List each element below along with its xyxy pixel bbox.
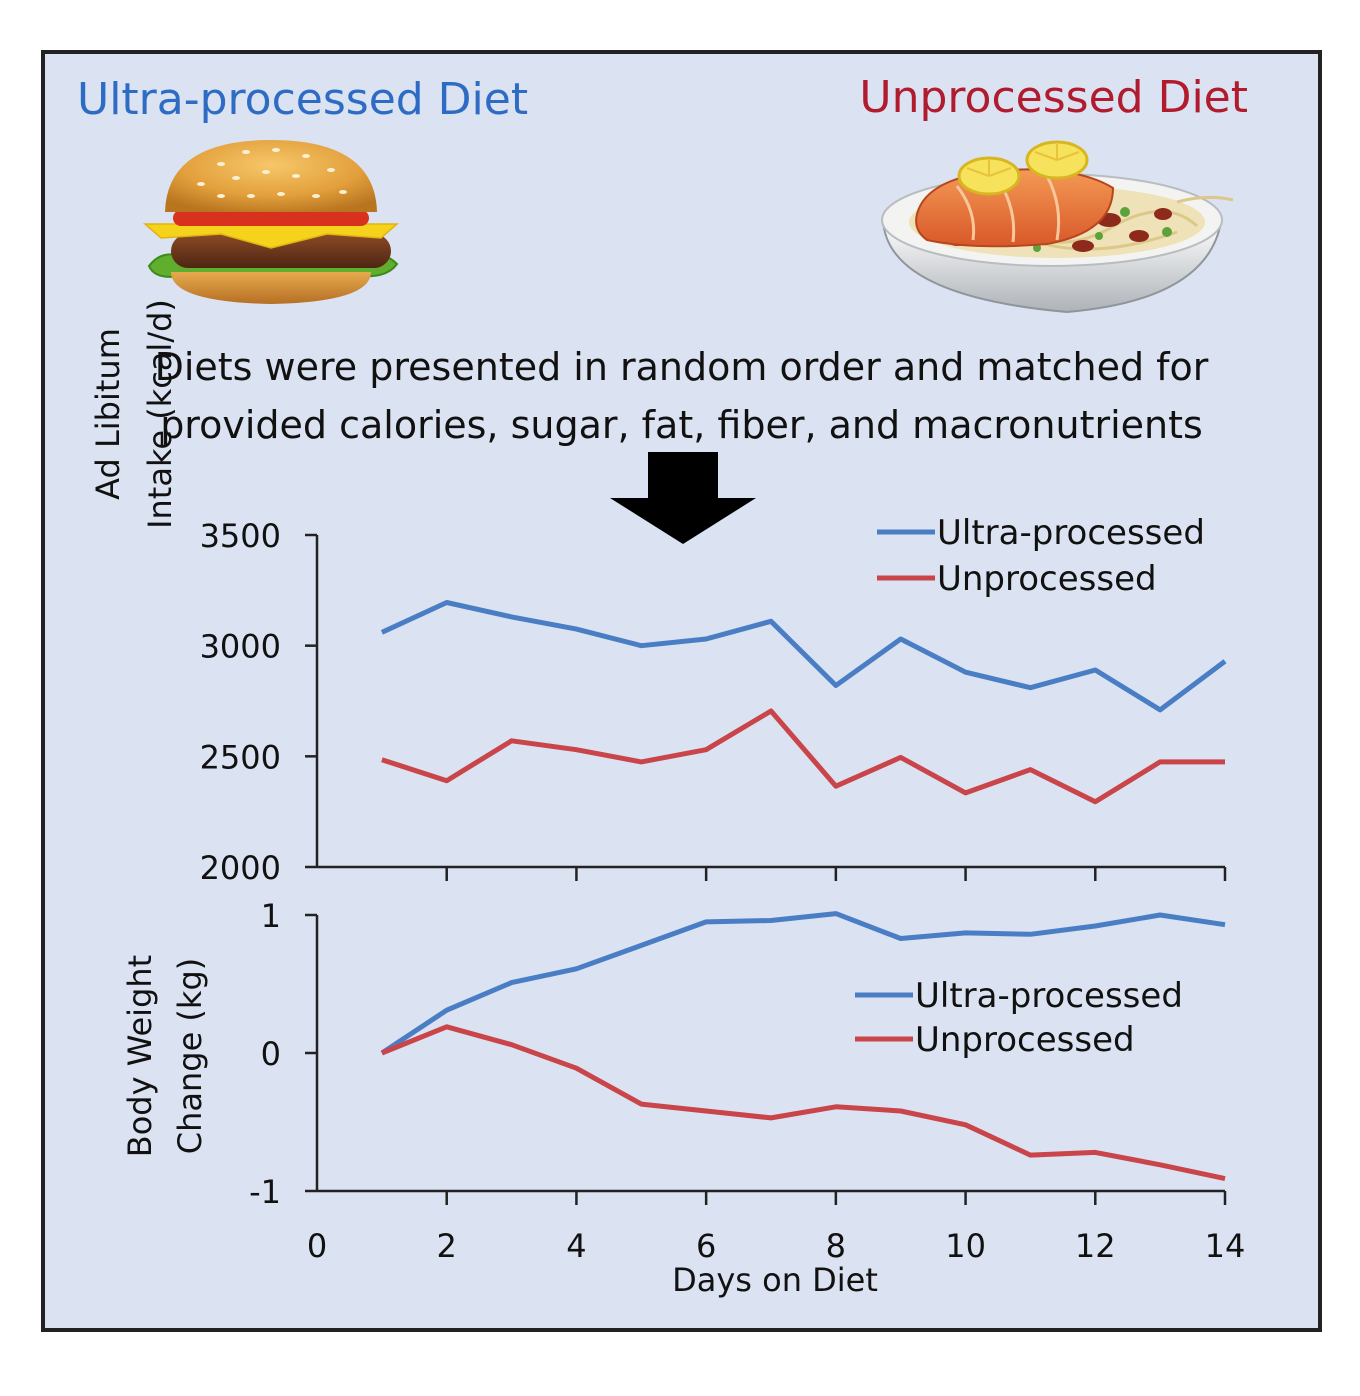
weight-y-tick-label: 0	[261, 1035, 281, 1073]
x-tick-label: 12	[1075, 1227, 1116, 1265]
weight-x-ticks: 0 2 4 6 8 10 12 14	[307, 1191, 1246, 1265]
x-tick-label: 14	[1205, 1227, 1246, 1265]
unprocessed-diet-title: Unprocessed Diet	[859, 72, 1248, 123]
intake-series-line-ultra-processed	[380, 600, 1227, 713]
weight-y-tick-label: -1	[249, 1173, 281, 1211]
legend-label: Ultra-processed	[915, 976, 1183, 1016]
weight-y-ticks: -1 0 1	[249, 897, 317, 1211]
weight-y-tick-label: 1	[261, 897, 281, 935]
study-caption: Diets were presented in random order and…	[45, 338, 1318, 454]
weight-y-axis-label-line-2: Change (kg)	[171, 958, 209, 1155]
intake-y-ticks: 2000 2500 3000 3500	[200, 517, 317, 887]
legend-label: Unprocessed	[915, 1020, 1135, 1060]
caption-line-1: Diets were presented in random order and…	[154, 345, 1209, 389]
x-tick-label: 6	[696, 1227, 716, 1265]
x-tick-label: 0	[307, 1227, 327, 1265]
intake-series-line-unprocessed	[381, 708, 1225, 805]
legend-label: Unprocessed	[937, 559, 1157, 599]
intake-y-tick-label: 2500	[200, 738, 281, 776]
weight-y-axis-label-line-1: Body Weight	[121, 955, 159, 1157]
figure-panel: Ultra-processed Diet Unprocessed Diet	[41, 50, 1322, 1332]
intake-y-axis-label-line-2: Intake (kcal/d)	[141, 299, 179, 529]
intake-y-tick-label: 3500	[200, 517, 281, 555]
intake-x-ticks	[445, 867, 1227, 881]
ultra-processed-diet-title: Ultra-processed Diet	[77, 74, 529, 125]
weight-x-axis-label: Days on Diet	[672, 1261, 878, 1299]
weight-series	[380, 911, 1226, 1182]
x-tick-label: 2	[437, 1227, 457, 1265]
intake-y-tick-label: 3000	[200, 628, 281, 666]
intake-chart: 2000 2500 3000 3500 Ad Libitum Intake (kcal…	[89, 299, 1227, 887]
intake-legend: Ultra-processed Unprocessed	[877, 513, 1205, 599]
caption-line-2: provided calories, sugar, fat, fiber, an…	[160, 403, 1203, 447]
hamburger-illustration	[143, 140, 399, 304]
intake-series	[380, 600, 1227, 805]
salmon-pasta-bowl-illustration	[881, 140, 1234, 314]
weight-change-chart: -1 0 1 0 2 4 6 8 10 12 14 Body Weight Change (kg)…	[121, 897, 1245, 1299]
weight-series-line-unprocessed	[380, 1024, 1226, 1182]
down-arrow-icon	[610, 452, 756, 544]
weight-series-line-ultra-processed	[380, 911, 1226, 1056]
intake-y-tick-label: 2000	[200, 849, 281, 887]
intake-y-axis-label-line-1: Ad Libitum	[89, 328, 127, 500]
x-tick-label: 8	[826, 1227, 846, 1265]
charts-area: 2000 2500 3000 3500 Ad Libitum Intake (kcal…	[89, 299, 1245, 1299]
x-tick-label: 10	[945, 1227, 986, 1265]
legend-label: Ultra-processed	[937, 513, 1205, 553]
x-tick-label: 4	[566, 1227, 586, 1265]
